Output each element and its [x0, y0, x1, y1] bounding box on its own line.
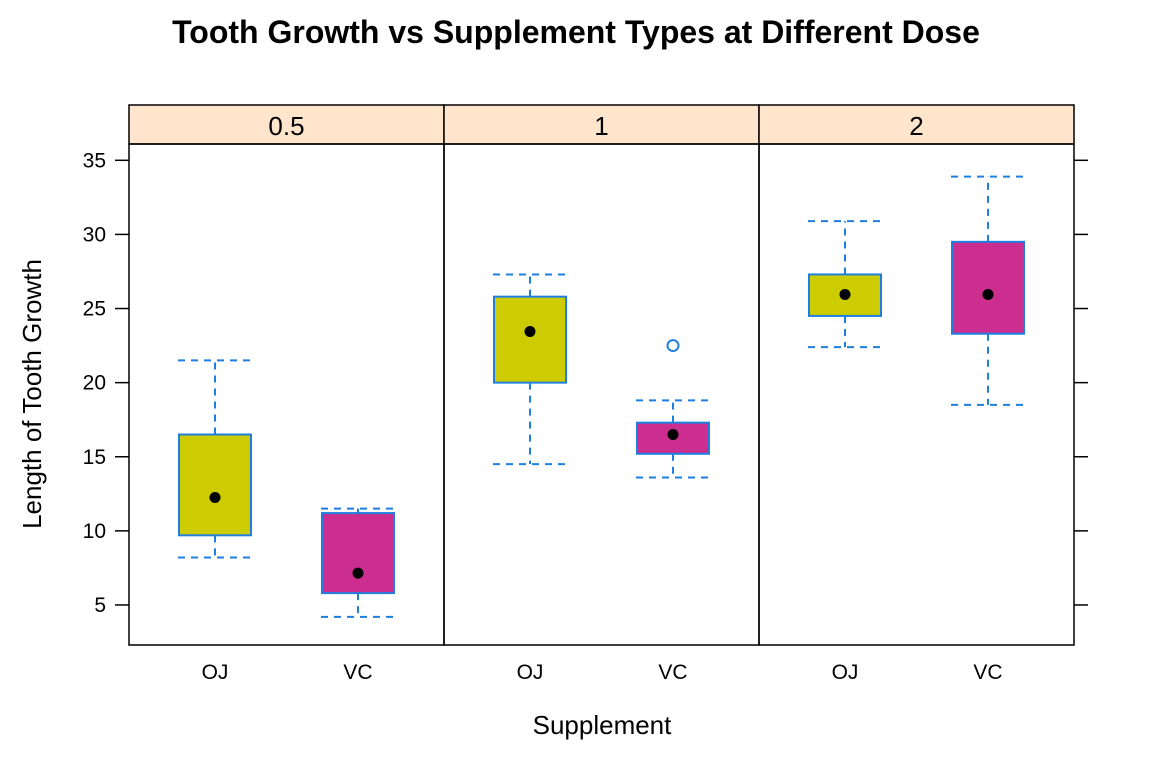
panel-frame-0	[128, 143, 445, 646]
y-tick-label: 5	[94, 594, 106, 617]
box-vc	[321, 512, 395, 595]
box-vc	[951, 240, 1025, 335]
y-tick-label: 15	[83, 446, 106, 469]
x-tick-label: VC	[658, 661, 687, 684]
x-tick-label: OJ	[202, 661, 229, 684]
strip-label: 0.5	[268, 111, 304, 141]
median-dot	[982, 288, 994, 300]
y-tick-label: 20	[83, 372, 106, 395]
x-tick-label: VC	[973, 661, 1002, 684]
x-tick-label: OJ	[832, 661, 859, 684]
y-tick-label: 10	[83, 520, 106, 543]
y-axis-label: Length of Tooth Growth	[17, 259, 47, 529]
panel-frame-1	[443, 143, 760, 646]
strip-label: 1	[594, 111, 608, 141]
x-axis-label: Supplement	[533, 710, 673, 740]
box-oj	[493, 295, 567, 384]
outlier-point	[666, 339, 680, 353]
x-tick-label: OJ	[517, 661, 544, 684]
median-dot	[352, 567, 364, 579]
strip-0	[128, 104, 445, 145]
box-oj	[178, 433, 252, 537]
median-dot	[839, 288, 851, 300]
strip-label: 2	[909, 111, 923, 141]
median-dot	[209, 492, 221, 504]
chart-title: Tooth Growth vs Supplement Types at Diff…	[172, 14, 980, 50]
y-tick-label: 25	[83, 298, 106, 321]
strip-2	[758, 104, 1075, 145]
panel-frame-2	[758, 143, 1075, 646]
median-dot	[524, 326, 536, 338]
y-tick-label: 30	[83, 223, 106, 246]
median-dot	[667, 429, 679, 441]
x-tick-label: VC	[343, 661, 372, 684]
plot-area: 0.5 OJ VC 1 OJ VC 2 OJ VC 5 10 15 20 25 30 35	[83, 104, 1088, 684]
y-tick-label: 35	[83, 149, 106, 172]
